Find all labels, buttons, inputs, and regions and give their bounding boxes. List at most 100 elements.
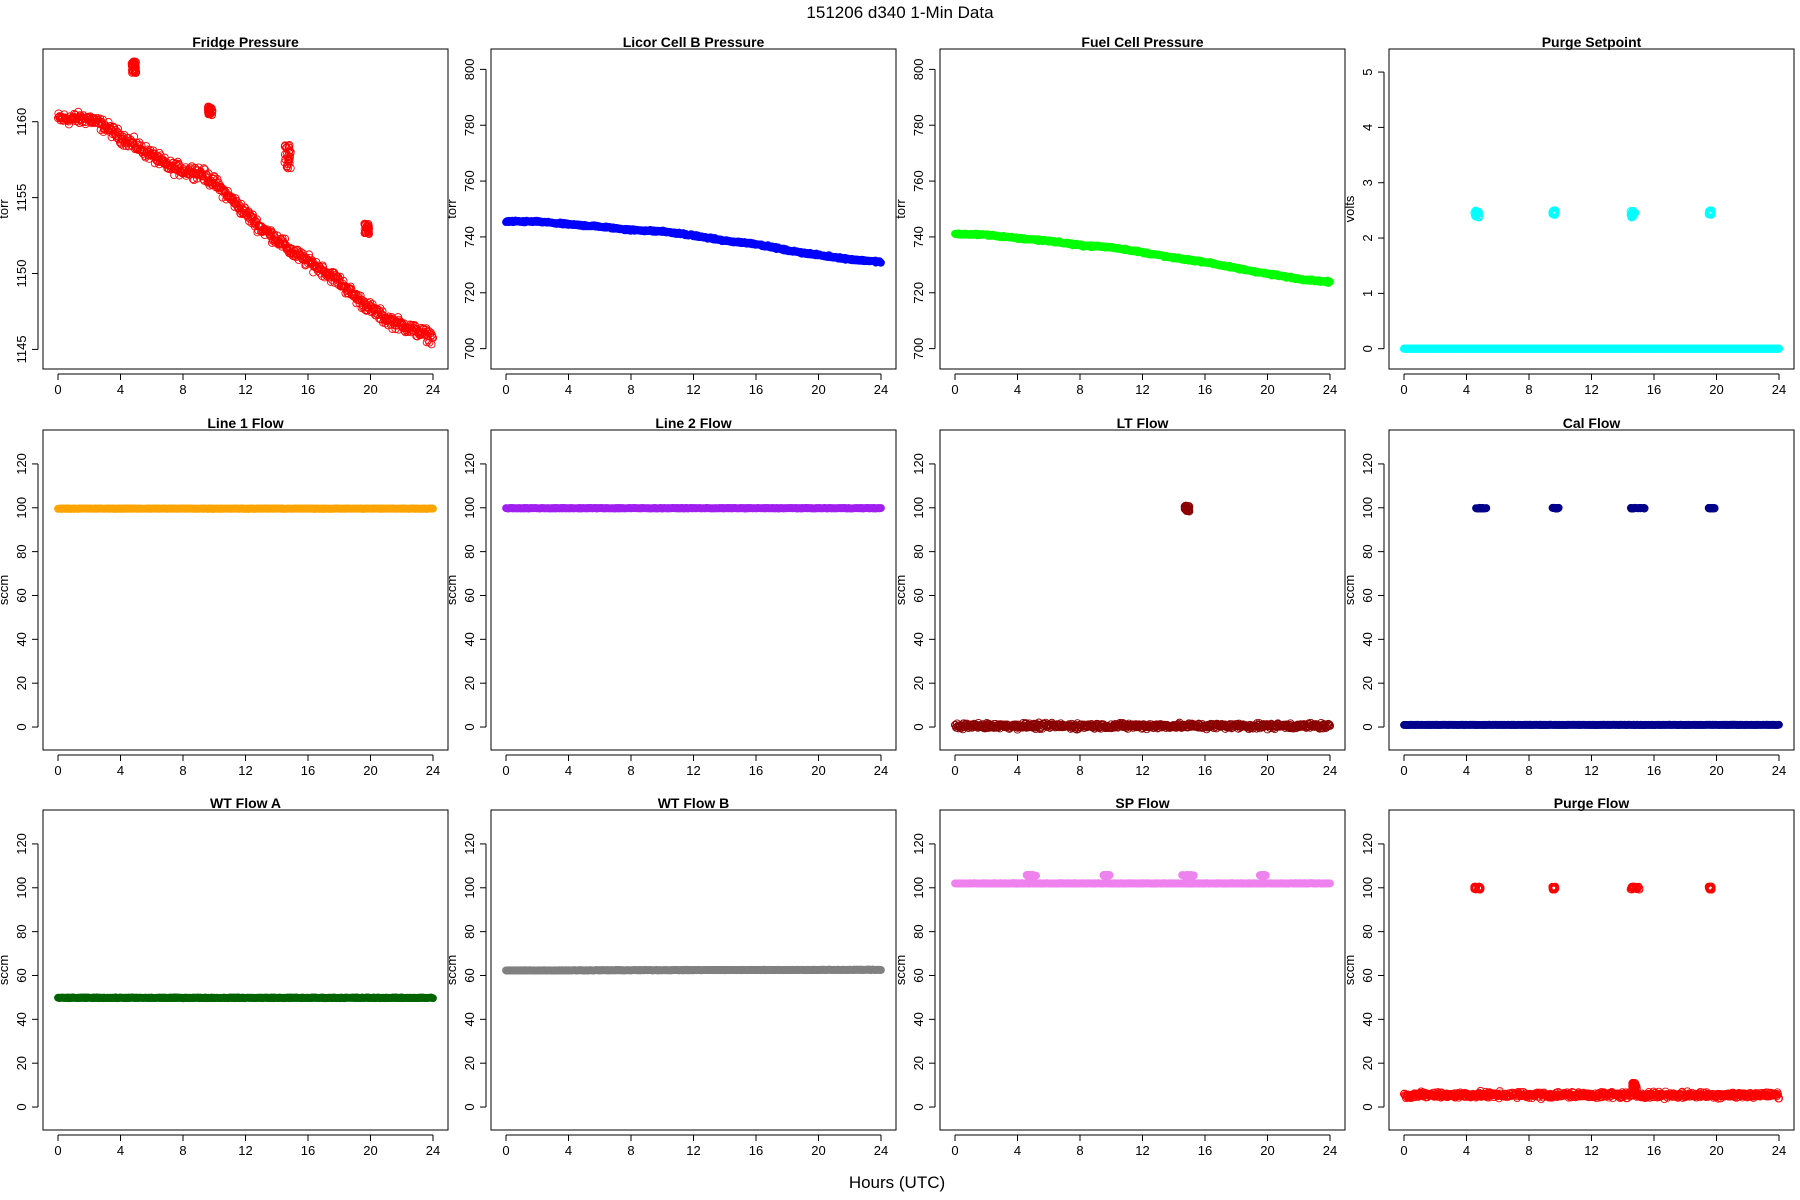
data-points xyxy=(950,501,1335,734)
x-tick-label: 24 xyxy=(874,763,888,778)
data-point xyxy=(422,338,431,347)
data-point xyxy=(206,104,215,113)
data-point xyxy=(174,159,183,169)
y-tick-label: 740 xyxy=(462,226,477,248)
plot-frame xyxy=(939,429,1346,751)
data-point xyxy=(232,199,241,208)
y-tick-label: 0 xyxy=(911,723,926,730)
data-point xyxy=(64,120,73,129)
y-tick-label: 120 xyxy=(911,453,926,475)
data-point xyxy=(173,157,182,166)
x-axis: 0 4 8 12 16 20 24 xyxy=(1400,373,1786,397)
data-point xyxy=(422,324,431,333)
x-tick-label: 20 xyxy=(363,763,377,778)
data-point xyxy=(284,156,293,166)
data-point xyxy=(199,164,208,173)
y-tick-label: 0 xyxy=(1360,345,1375,352)
y-tick-label: 760 xyxy=(911,170,926,192)
x-tick-label: 20 xyxy=(363,382,377,397)
x-tick-label: 12 xyxy=(1135,763,1149,778)
y-tick-label: 700 xyxy=(462,338,477,360)
data-point xyxy=(284,151,293,160)
y-tick-label: 40 xyxy=(911,632,926,646)
x-tick-label: 20 xyxy=(1260,763,1274,778)
y-tick-label: 20 xyxy=(911,676,926,690)
y-tick-label: 100 xyxy=(911,497,926,519)
x-axis: 0 4 8 12 16 20 24 xyxy=(502,754,888,778)
y-axis-label: torr xyxy=(444,199,459,219)
data-point xyxy=(285,159,294,168)
x-tick-label: 24 xyxy=(426,763,440,778)
y-tick-label: 1145 xyxy=(14,335,29,363)
x-tick-label: 24 xyxy=(874,382,888,397)
y-tick-label: 1155 xyxy=(14,184,29,212)
x-tick-label: 0 xyxy=(502,763,509,778)
x-tick-label: 16 xyxy=(749,382,763,397)
x-tick-label: 0 xyxy=(54,763,61,778)
x-axis: 0 4 8 12 16 20 24 xyxy=(951,373,1337,397)
x-tick-label: 4 xyxy=(117,763,124,778)
y-tick-label: 120 xyxy=(462,453,477,475)
x-tick-label: 8 xyxy=(179,382,186,397)
data-point xyxy=(428,333,438,342)
data-point xyxy=(129,57,138,66)
y-tick-label: 60 xyxy=(14,588,29,602)
data-point xyxy=(204,102,213,111)
x-tick-label: 20 xyxy=(811,763,825,778)
y-axis-label: torr xyxy=(893,199,908,219)
y-tick-label: 720 xyxy=(911,282,926,304)
data-point xyxy=(387,313,396,322)
plot-frame xyxy=(490,48,897,370)
y-tick-label: 40 xyxy=(462,632,477,646)
x-tick-label: 4 xyxy=(1014,382,1021,397)
y-axis-label: sccm xyxy=(893,575,908,605)
y-tick-label: 20 xyxy=(14,676,29,690)
plot-frame xyxy=(1388,48,1795,370)
x-tick-label: 20 xyxy=(1709,382,1723,397)
y-tick-label: 740 xyxy=(911,226,926,248)
plot-frame xyxy=(939,48,1346,370)
data-point xyxy=(280,158,289,167)
y-tick-label: 100 xyxy=(462,497,477,519)
x-tick-label: 12 xyxy=(1584,382,1598,397)
y-axis-label: volts xyxy=(1342,195,1357,222)
x-tick-label: 4 xyxy=(117,382,124,397)
x-tick-label: 8 xyxy=(179,763,186,778)
y-tick-label: 800 xyxy=(462,59,477,81)
y-tick-label: 80 xyxy=(462,544,477,558)
y-tick-label: 700 xyxy=(911,338,926,360)
figure-title: 151206 d340 1-Min Data xyxy=(806,3,994,22)
x-tick-label: 16 xyxy=(1198,763,1212,778)
x-tick-label: 24 xyxy=(426,382,440,397)
x-tick-label: 24 xyxy=(1772,382,1786,397)
x-tick-label: 8 xyxy=(1076,382,1083,397)
x-tick-label: 4 xyxy=(565,763,572,778)
data-point xyxy=(218,186,227,196)
data-points xyxy=(1399,206,1784,353)
data-point xyxy=(129,132,139,141)
x-tick-label: 0 xyxy=(54,382,61,397)
x-tick-label: 16 xyxy=(749,763,763,778)
x-tick-label: 4 xyxy=(1463,382,1470,397)
data-point xyxy=(282,143,291,153)
data-points xyxy=(53,57,438,349)
y-tick-label: 40 xyxy=(14,632,29,646)
y-tick-label: 4 xyxy=(1360,124,1375,131)
x-tick-label: 4 xyxy=(1014,763,1021,778)
x-tick-label: 8 xyxy=(1076,763,1083,778)
x-tick-label: 0 xyxy=(951,382,958,397)
x-tick-label: 0 xyxy=(502,382,509,397)
x-tick-label: 24 xyxy=(1323,763,1337,778)
x-tick-label: 12 xyxy=(686,763,700,778)
data-points xyxy=(502,503,885,513)
y-tick-label: 0 xyxy=(14,723,29,730)
